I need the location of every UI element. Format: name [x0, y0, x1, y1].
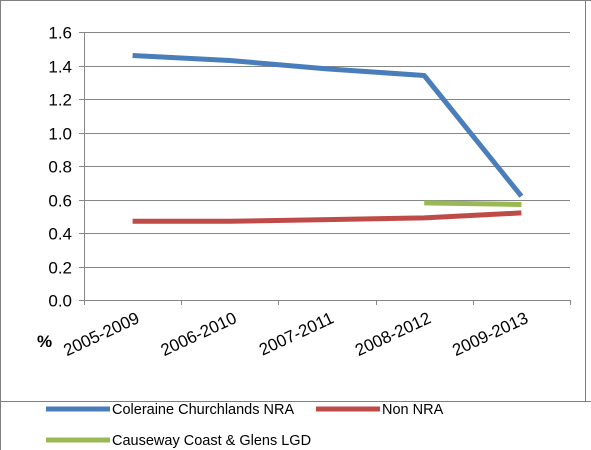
- x-tick-labels: 2005-2009 2006-2010 2007-2011 2008-2012 2009…: [61, 308, 532, 360]
- gridlines: [84, 32, 570, 268]
- x-tick-label: 2007-2011: [256, 308, 337, 359]
- y-tick-labels: 0.0 0.2 0.4 0.6 0.8 1.0 1.2 1.4 1.6: [48, 24, 72, 311]
- x-tick-label: 2005-2009: [61, 308, 143, 360]
- legend: Coleraine Churchlands NRA Non NRA Causeway…: [46, 402, 444, 449]
- series-lines: [132, 53, 524, 224]
- axes: [79, 32, 571, 305]
- y-tick-label: 0.2: [48, 259, 72, 278]
- y-axis-unit-label: %: [37, 332, 52, 351]
- legend-label: Causeway Coast & Glens LGD: [112, 433, 311, 449]
- legend-label: Coleraine Churchlands NRA: [112, 402, 294, 418]
- y-tick-label: 1.0: [48, 125, 72, 144]
- series-line: [132, 210, 522, 224]
- x-tick-label: 2009-2013: [449, 308, 531, 360]
- y-tick-label: 0.6: [48, 192, 72, 211]
- y-tick-label: 0.8: [48, 158, 72, 177]
- y-tick-label: 1.4: [48, 58, 72, 77]
- y-tick-label: 0.4: [48, 225, 72, 244]
- x-tick-label: 2006-2010: [158, 308, 240, 360]
- y-tick-label: 1.2: [48, 91, 72, 110]
- y-tick-label: 1.6: [48, 24, 72, 43]
- series-line: [424, 200, 522, 207]
- legend-label: Non NRA: [382, 402, 444, 418]
- y-tick-label: 0.0: [48, 292, 72, 311]
- x-tick-label: 2008-2012: [352, 308, 434, 360]
- series-line: [132, 53, 524, 198]
